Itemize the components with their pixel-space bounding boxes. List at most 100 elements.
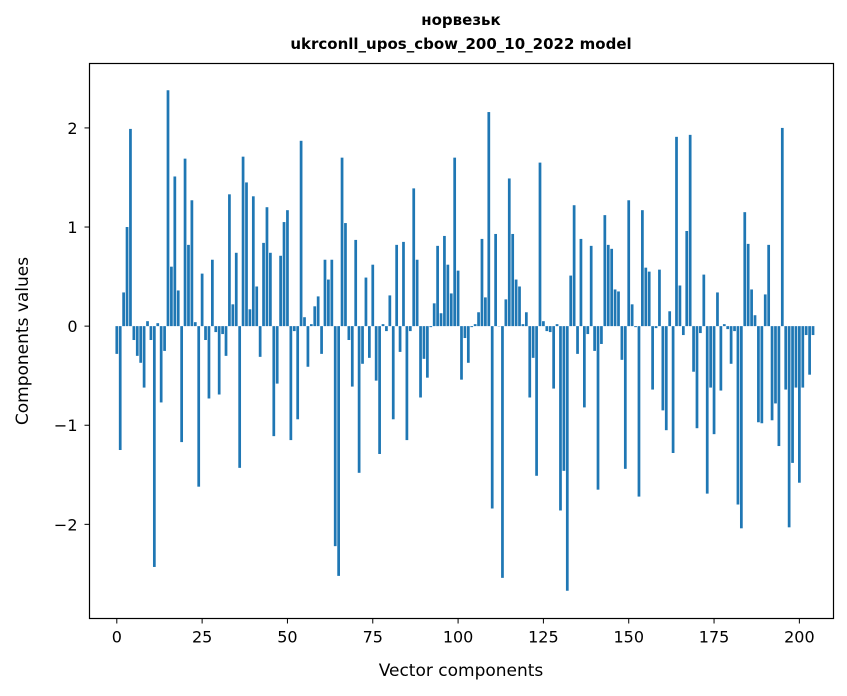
bar-175 (712, 326, 716, 435)
x-axis-label: Vector components (379, 661, 544, 681)
bar-149 (623, 326, 627, 469)
bar-61 (323, 259, 327, 327)
bar-33 (228, 194, 231, 327)
bar-119 (521, 324, 525, 327)
bar-18 (176, 290, 180, 327)
bar-94 (436, 245, 439, 327)
bar-87 (412, 188, 416, 327)
bar-107 (480, 238, 484, 327)
bar-21 (187, 244, 190, 327)
bar-76 (374, 326, 378, 381)
bar-48 (279, 255, 282, 327)
bar-134 (572, 205, 576, 327)
bar-44 (265, 207, 269, 327)
bar-104 (470, 326, 474, 328)
bar-73 (364, 277, 368, 327)
bar-99 (453, 157, 457, 327)
bar-180 (729, 326, 733, 364)
bar-3 (125, 227, 129, 327)
bar-197 (787, 326, 791, 528)
bar-204 (811, 326, 815, 336)
bar-6 (135, 326, 139, 356)
bar-92 (429, 326, 433, 328)
x-tick-label-50: 50 (277, 628, 297, 647)
bar-158 (654, 326, 658, 329)
x-tick-label-100: 100 (443, 628, 474, 647)
bar-22 (190, 200, 194, 327)
bar-84 (402, 241, 405, 327)
bar-146 (613, 289, 617, 327)
bar-183 (739, 326, 743, 529)
bar-9 (146, 321, 149, 327)
bar-190 (763, 294, 767, 327)
bar-168 (688, 134, 692, 327)
bar-141 (596, 326, 600, 490)
bar-57 (309, 324, 313, 327)
bar-63 (330, 259, 334, 327)
bar-62 (327, 279, 330, 327)
bar-192 (770, 326, 774, 421)
bar-194 (777, 326, 781, 447)
bar-159 (658, 269, 661, 327)
bar-181 (733, 326, 736, 332)
bar-7 (139, 326, 143, 363)
bar-198 (791, 326, 794, 463)
bar-124 (538, 162, 542, 327)
y-axis-ticks: −2 −1 0 1 2 (54, 119, 90, 534)
bar-185 (746, 243, 750, 327)
bar-88 (415, 259, 419, 327)
bar-66 (340, 157, 344, 327)
bar-125 (542, 321, 545, 327)
x-tick-label-75: 75 (363, 628, 383, 647)
bar-162 (668, 311, 672, 327)
bar-189 (760, 326, 764, 424)
bar-148 (620, 326, 624, 360)
bar-75 (371, 264, 375, 327)
bar-17 (173, 176, 177, 327)
bar-131 (562, 326, 566, 471)
bar-111 (494, 233, 497, 327)
bar-53 (296, 326, 300, 420)
bar-42 (258, 326, 262, 357)
bar-91 (426, 326, 429, 378)
bar-165 (678, 285, 682, 327)
bar-153 (637, 326, 641, 497)
bar-147 (617, 291, 620, 327)
bar-54 (299, 140, 303, 327)
bar-78 (381, 324, 385, 327)
bar-103 (466, 326, 470, 363)
bar-202 (804, 326, 808, 336)
bar-31 (221, 326, 224, 335)
bar-56 (306, 326, 310, 367)
bar-12 (156, 323, 160, 327)
bar-90 (422, 326, 426, 359)
bar-4 (129, 128, 132, 327)
chart-title-line1: норвезьк (421, 11, 500, 29)
bar-115 (507, 178, 511, 327)
bar-93 (432, 303, 436, 327)
bar-173 (705, 326, 709, 494)
bar-10 (149, 326, 153, 341)
bar-200 (798, 326, 801, 483)
bar-144 (606, 244, 610, 327)
plot-frame (88, 62, 835, 620)
bar-40 (251, 196, 255, 327)
bar-120 (524, 312, 528, 327)
bar-130 (559, 326, 562, 511)
bar-2 (122, 292, 125, 327)
bar-71 (357, 326, 361, 473)
bar-50 (286, 210, 289, 327)
bars-group (115, 90, 815, 591)
bar-85 (405, 326, 409, 441)
bar-154 (641, 210, 644, 327)
bar-24 (197, 326, 201, 487)
bar-201 (801, 326, 805, 388)
bar-136 (579, 238, 583, 327)
bar-102 (463, 326, 467, 339)
bar-55 (303, 317, 306, 327)
bar-77 (378, 326, 381, 454)
bar-60 (320, 326, 323, 354)
bar-46 (272, 326, 276, 437)
bar-96 (443, 235, 446, 327)
bar-19 (180, 326, 184, 443)
